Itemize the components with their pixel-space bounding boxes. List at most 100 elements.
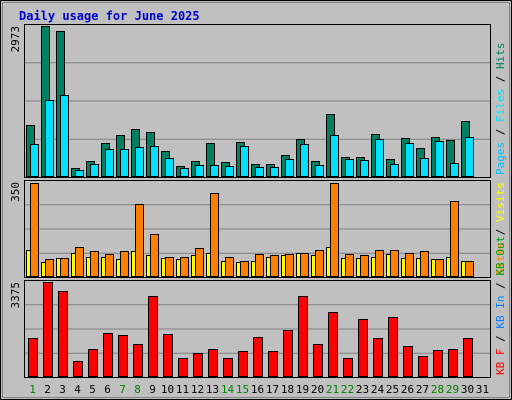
day-label-14: 14 xyxy=(221,383,235,396)
day-label-7: 7 xyxy=(119,383,126,396)
bar-files-day-16 xyxy=(255,167,264,177)
bar-sites-day-28 xyxy=(435,259,444,277)
bar-kb_f-day-16 xyxy=(253,337,263,377)
day-label-29: 29 xyxy=(446,383,459,396)
legend-part: Visits xyxy=(494,182,507,222)
day-label-2: 2 xyxy=(44,383,51,396)
bar-files-day-24 xyxy=(375,139,384,177)
day-label-13: 13 xyxy=(206,383,219,396)
bar-files-day-29 xyxy=(450,163,459,177)
bar-files-day-22 xyxy=(345,159,354,177)
legend-part: / xyxy=(494,69,507,89)
day-label-1: 1 xyxy=(29,383,36,396)
day-label-4: 4 xyxy=(74,383,81,396)
day-label-31: 31 xyxy=(476,383,489,396)
bar-sites-day-7 xyxy=(120,251,129,277)
bar-kb_f-day-14 xyxy=(223,358,233,377)
bar-kb_f-day-5 xyxy=(88,349,98,377)
day-label-3: 3 xyxy=(59,383,66,396)
bar-kb_f-day-25 xyxy=(388,317,398,377)
day-label-23: 23 xyxy=(356,383,369,396)
day-label-28: 28 xyxy=(431,383,444,396)
bar-kb_f-day-29 xyxy=(448,349,458,377)
day-label-12: 12 xyxy=(191,383,204,396)
panel-top: 2973 Pages / Files / Hits xyxy=(9,24,507,178)
bar-kb_f-day-6 xyxy=(103,333,113,377)
bar-sites-day-23 xyxy=(360,255,369,277)
bar-files-day-5 xyxy=(90,164,99,177)
bar-files-day-17 xyxy=(270,167,279,177)
bar-files-day-13 xyxy=(210,165,219,177)
bar-sites-day-21 xyxy=(330,183,339,277)
bar-sites-day-14 xyxy=(225,257,234,277)
legend-part: KB Out xyxy=(494,236,507,276)
bar-sites-day-13 xyxy=(210,193,219,277)
legend-part: Files xyxy=(494,89,507,122)
bar-sites-day-5 xyxy=(90,251,99,277)
bar-files-day-11 xyxy=(180,168,189,177)
legend-part: Hits xyxy=(494,43,507,70)
chart-title: Daily usage for June 2025 xyxy=(19,9,200,23)
series-legend-bottom: KB F / KB In / KB Out xyxy=(494,236,507,375)
legend-part: KB F xyxy=(494,349,507,376)
day-label-21: 21 xyxy=(326,383,339,396)
bar-kb_f-day-9 xyxy=(148,296,158,377)
bar-files-day-9 xyxy=(150,146,159,177)
bar-kb_f-day-1 xyxy=(28,338,38,377)
bar-files-day-15 xyxy=(240,146,249,177)
bar-sites-day-6 xyxy=(105,254,114,277)
bar-kb_f-day-19 xyxy=(298,296,308,377)
legend-part: Sites xyxy=(494,242,507,275)
bar-files-day-4 xyxy=(75,170,84,177)
bar-sites-day-2 xyxy=(45,259,54,277)
bar-sites-day-12 xyxy=(195,248,204,277)
bar-kb_f-day-24 xyxy=(373,338,383,377)
y-max-label: 3375 xyxy=(9,282,22,309)
bar-sites-day-26 xyxy=(405,253,414,277)
bar-sites-day-24 xyxy=(375,250,384,277)
day-label-10: 10 xyxy=(161,383,174,396)
bar-sites-day-16 xyxy=(255,254,264,277)
bar-files-day-6 xyxy=(105,149,114,177)
bar-files-day-2 xyxy=(45,100,54,177)
bar-files-day-23 xyxy=(360,160,369,177)
day-label-30: 30 xyxy=(461,383,474,396)
bar-files-day-20 xyxy=(315,165,324,177)
day-label-6: 6 xyxy=(104,383,111,396)
day-label-8: 8 xyxy=(134,383,141,396)
bar-sites-day-15 xyxy=(240,261,249,277)
legend-part: Pages xyxy=(494,142,507,175)
day-label-25: 25 xyxy=(386,383,399,396)
legend-part: KB In xyxy=(494,296,507,329)
bar-files-day-27 xyxy=(420,158,429,177)
panel-bottom: 3375 KB F / KB In / KB Out xyxy=(9,236,507,378)
bar-kb_f-day-27 xyxy=(418,356,428,377)
bar-kb_f-day-3 xyxy=(58,291,68,377)
bar-kb_f-day-28 xyxy=(433,350,443,377)
bar-sites-day-27 xyxy=(420,251,429,277)
bar-sites-day-18 xyxy=(285,254,294,277)
bar-kb_f-day-11 xyxy=(178,358,188,377)
bar-kb_f-day-4 xyxy=(73,361,83,377)
bar-sites-day-30 xyxy=(465,261,474,277)
bar-sites-day-1 xyxy=(30,183,39,277)
day-label-24: 24 xyxy=(371,383,385,396)
bar-sites-day-8 xyxy=(135,204,144,277)
y-max-label: 350 xyxy=(9,182,22,202)
legend-part: / xyxy=(494,122,507,142)
day-label-9: 9 xyxy=(149,383,156,396)
chart-panels: 2973 Pages / Files / Hits 350 Sites / Visit… xyxy=(9,24,507,378)
bar-files-day-1 xyxy=(30,144,39,177)
day-label-5: 5 xyxy=(89,383,96,396)
bar-kb_f-day-10 xyxy=(163,334,173,377)
bar-files-day-7 xyxy=(120,149,129,177)
bar-sites-day-11 xyxy=(180,257,189,277)
bar-files-day-30 xyxy=(465,137,474,177)
bar-kb_f-day-7 xyxy=(118,335,128,377)
day-label-11: 11 xyxy=(176,383,189,396)
bar-kb_f-day-22 xyxy=(343,358,353,377)
series-legend-middle: Sites / Visits xyxy=(494,182,507,275)
legend-part: / xyxy=(494,276,507,296)
